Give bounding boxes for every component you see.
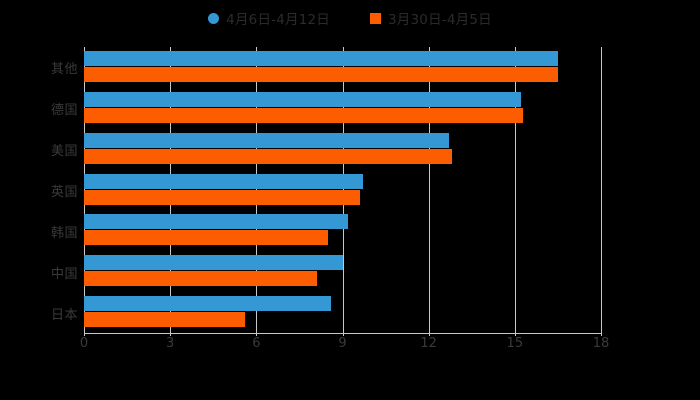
y-axis-label-韩国: 韩国 [50,225,78,241]
bar-日本-series-2[interactable] [84,312,245,328]
x-axis-label-3: 3 [166,336,175,351]
bar-row [84,251,601,292]
bar-韩国-series-1[interactable] [84,214,349,230]
x-axis-label-12: 12 [420,336,437,351]
y-axis-label-日本: 日本 [50,307,78,323]
y-axis-label-德国: 德国 [50,103,78,119]
chart-legend: 4月6日-4月12日 3月30日-4月5日 [0,8,700,28]
y-axis-label-中国: 中国 [50,266,78,282]
legend-square-marker-icon [370,12,381,24]
bar-英国-series-2[interactable] [84,189,360,205]
x-axis-label-15: 15 [506,336,524,351]
x-tick-mark-12 [428,330,430,336]
bar-德国-series-1[interactable] [84,91,521,107]
y-axis-label-其他: 其他 [50,62,78,78]
bar-美国-series-1[interactable] [84,132,449,148]
bar-row [84,210,601,251]
x-tick-mark-18 [601,330,602,336]
y-axis-label-英国: 英国 [50,185,78,200]
bar-英国-series-1[interactable] [84,173,363,189]
bar-美国-series-2[interactable] [84,148,452,164]
legend-circle-marker-icon [208,12,220,24]
x-axis-label-9: 9 [338,336,347,351]
bar-row [84,129,601,170]
bar-中国-series-2[interactable] [84,271,317,287]
x-axis-label-18: 18 [592,336,610,351]
x-axis-labels: 0 3 6 9 12 15 18 [80,330,609,356]
bar-中国-series-1[interactable] [84,255,343,271]
legend-item-series-2[interactable]: 3月30日-4月5日 [370,8,492,28]
plot-area [84,47,602,333]
gridline-15 [514,47,516,333]
bar-日本-series-1[interactable] [84,296,331,312]
bar-其他-series-1[interactable] [84,51,558,66]
x-tick-mark-15 [514,330,516,336]
x-axis-label-0: 0 [79,336,89,351]
x-tick-mark-9 [342,330,344,336]
bar-德国-series-2[interactable] [84,107,524,123]
legend-label-series-1: 4月6日-4月12日 [226,12,330,28]
legend-item-series-1[interactable]: 4月6日-4月12日 [208,8,330,28]
x-tick-mark-0 [84,330,85,336]
x-tick-mark-6 [256,330,258,336]
y-axis-label-美国: 美国 [50,144,78,160]
gridline-18 [601,47,602,333]
x-axis-label-6: 6 [252,336,261,351]
bar-row [84,170,601,211]
bar-row [84,88,601,129]
bar-row [84,292,601,333]
legend-label-series-2: 3月30日-4月5日 [388,12,492,28]
bar-其他-series-2[interactable] [84,67,558,82]
y-axis-labels: 其他德国美国英国韩国中国日本 [4,47,78,333]
bar-row [84,47,601,88]
x-tick-mark-3 [170,330,172,336]
gridline-12 [428,47,430,333]
bar-韩国-series-2[interactable] [84,230,329,246]
